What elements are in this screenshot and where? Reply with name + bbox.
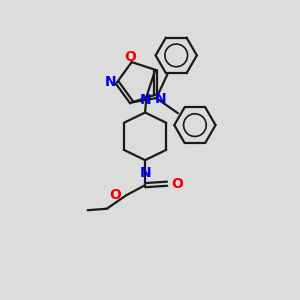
Text: O: O (172, 177, 183, 191)
Text: N: N (105, 75, 116, 89)
Text: N: N (155, 92, 167, 106)
Text: O: O (124, 50, 136, 64)
Text: O: O (110, 188, 122, 203)
Text: N: N (139, 93, 151, 106)
Text: N: N (139, 166, 151, 180)
